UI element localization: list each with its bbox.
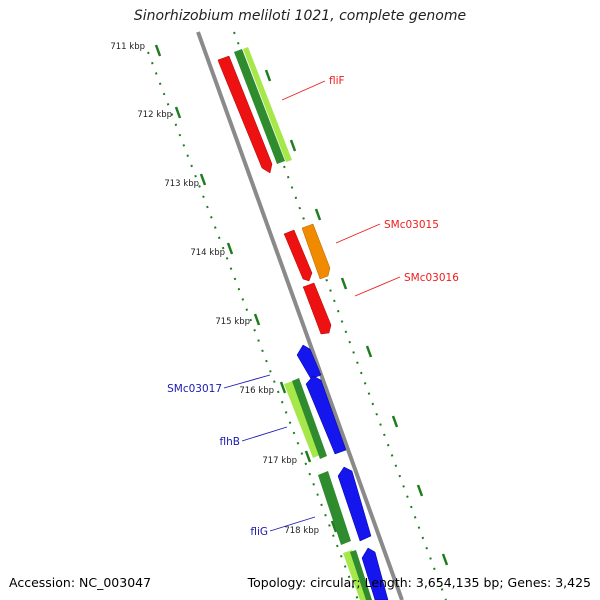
flhB-gene-light[interactable] xyxy=(284,381,320,458)
SMc03015-orange-cds[interactable] xyxy=(301,223,331,280)
gene-label-SMc03015[interactable]: SMc03015 xyxy=(384,219,439,231)
fliG-cds[interactable] xyxy=(337,466,372,542)
tick-label: 714 kbp xyxy=(190,248,225,258)
flhB-cds[interactable] xyxy=(305,375,347,455)
tick-label: 711 kbp xyxy=(110,42,145,52)
gene-label-SMc03016[interactable]: SMc03016 xyxy=(404,272,459,284)
tick-label: 716 kbp xyxy=(239,386,274,396)
SMc03015-cds[interactable] xyxy=(283,229,313,282)
next-gene-dark[interactable] xyxy=(350,550,372,600)
SMc03016-cds[interactable] xyxy=(302,282,332,335)
genome-summary-text: Topology: circular; Length: 3,654,135 bp… xyxy=(247,575,591,590)
map-title: Sinorhizobium meliloti 1021, complete ge… xyxy=(133,8,467,24)
tick-label: 713 kbp xyxy=(164,179,199,189)
tick-label: 715 kbp xyxy=(215,317,250,327)
fliG-gene-dark[interactable] xyxy=(318,471,351,545)
next-cds[interactable] xyxy=(361,547,389,600)
gene-label-fliG[interactable]: fliG xyxy=(250,526,268,538)
tick-label: 717 kbp xyxy=(262,456,297,466)
gene-label-SMc03017[interactable]: SMc03017 xyxy=(167,383,222,395)
tick-labels: 711 kbp 712 kbp 713 kbp 714 kbp 715 kbp … xyxy=(110,42,319,536)
tick-label: 712 kbp xyxy=(137,110,172,120)
genome-backbone xyxy=(196,31,404,600)
tick-label: 718 kbp xyxy=(284,526,319,536)
gene-label-fliF[interactable]: fliF xyxy=(329,75,345,87)
leader-lines xyxy=(223,80,401,532)
gene-labels: fliF SMc03015 SMc03016 SMc03017 flhB fli… xyxy=(167,75,459,538)
gene-label-flhB[interactable]: flhB xyxy=(220,436,240,448)
fliF-gene-light[interactable] xyxy=(243,47,292,162)
major-ticks-inner xyxy=(154,44,338,533)
SMc03017-cds[interactable] xyxy=(296,344,322,380)
flhB-gene-dark[interactable] xyxy=(292,378,327,459)
major-ticks-outer xyxy=(264,69,449,566)
fliF-cds[interactable] xyxy=(217,55,273,174)
accession-text: Accession: NC_003047 xyxy=(9,575,152,590)
fliF-gene-dark[interactable] xyxy=(234,49,285,164)
